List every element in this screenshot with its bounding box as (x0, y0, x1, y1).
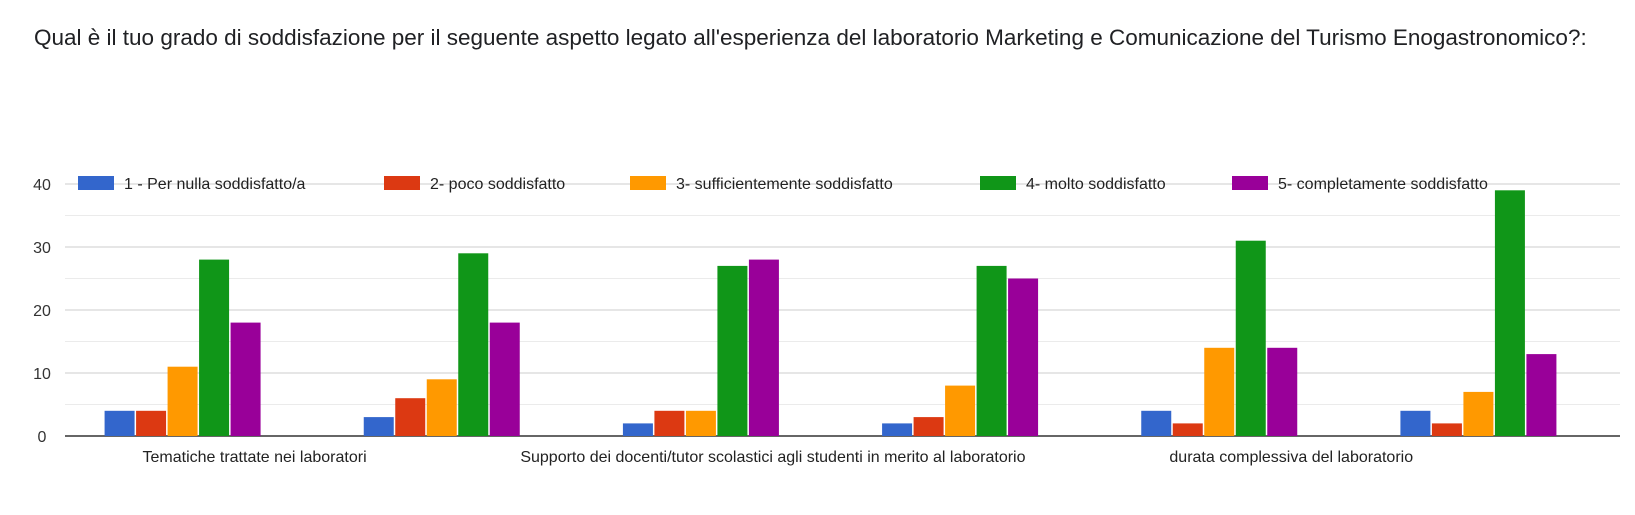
bar[interactable] (1235, 240, 1266, 436)
x-category-label: Tematiche trattate nei laboratori (143, 449, 367, 466)
bar[interactable] (685, 410, 716, 436)
bar[interactable] (654, 410, 685, 436)
x-axis-categories: Tematiche trattate nei laboratori Support… (143, 449, 1414, 466)
bar[interactable] (1204, 347, 1235, 436)
bar[interactable] (945, 385, 976, 436)
question-title: Qual è il tuo grado di soddisfazione per… (34, 25, 1587, 50)
bar[interactable] (1172, 423, 1203, 436)
bar[interactable] (426, 379, 457, 436)
bar[interactable] (136, 410, 167, 436)
bar[interactable] (882, 423, 913, 436)
bar[interactable] (976, 265, 1007, 436)
bar[interactable] (104, 410, 135, 436)
bar[interactable] (717, 265, 748, 436)
bar[interactable] (1494, 190, 1525, 436)
bar[interactable] (199, 259, 230, 436)
legend-label: 4- molto soddisfatto (1026, 176, 1166, 193)
legend-label: 5- completamente soddisfatto (1278, 176, 1488, 193)
gridlines (65, 183, 1620, 437)
bar[interactable] (1400, 410, 1431, 436)
bar[interactable] (1141, 410, 1172, 436)
bar[interactable] (1431, 423, 1462, 436)
bars (104, 190, 1557, 437)
legend-swatch (1232, 176, 1268, 190)
bar[interactable] (395, 398, 426, 436)
legend-swatch (78, 176, 114, 190)
x-category-label: Supporto dei docenti/tutor scolastici ag… (520, 449, 1025, 466)
bar[interactable] (1526, 354, 1557, 436)
legend-label: 3- sufficientemente soddisfatto (676, 176, 893, 193)
bar[interactable] (1008, 278, 1039, 437)
y-tick-label: 40 (33, 177, 51, 194)
bar[interactable] (1267, 347, 1298, 436)
bar[interactable] (913, 417, 944, 436)
legend-label: 2- poco soddisfatto (430, 176, 565, 193)
y-tick-label: 0 (38, 429, 47, 446)
bar[interactable] (1463, 391, 1494, 436)
bar[interactable] (167, 366, 198, 436)
y-tick-label: 30 (33, 240, 51, 257)
y-tick-label: 10 (33, 366, 51, 383)
legend-swatch (630, 176, 666, 190)
bar[interactable] (622, 423, 653, 436)
bar[interactable] (458, 253, 489, 436)
bar[interactable] (748, 259, 779, 436)
y-tick-label: 20 (33, 303, 51, 320)
legend-label: 1 - Per nulla soddisfatto/a (124, 176, 306, 193)
legend-swatch (384, 176, 420, 190)
bar[interactable] (363, 417, 394, 436)
x-category-label: durata complessiva del laboratorio (1169, 449, 1413, 466)
bar[interactable] (489, 322, 520, 436)
bar[interactable] (230, 322, 261, 436)
legend: 1 - Per nulla soddisfatto/a 2- poco soddi… (78, 176, 1488, 193)
y-axis-ticks: 0 10 20 30 40 (33, 177, 51, 446)
legend-swatch (980, 176, 1016, 190)
